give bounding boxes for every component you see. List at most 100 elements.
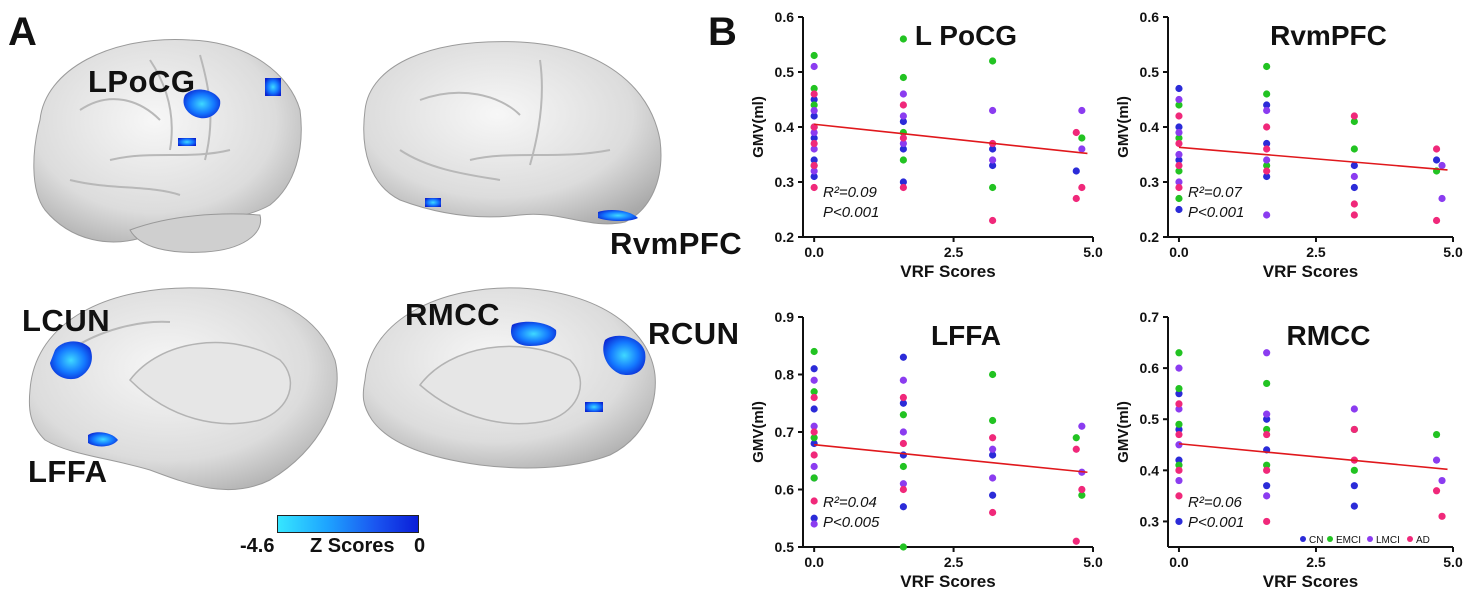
x-axis-label: VRF Scores [1263, 262, 1358, 281]
data-point-lmci [989, 156, 997, 164]
x-tick-label: 0.0 [1169, 554, 1189, 570]
data-point-cn [810, 514, 818, 522]
legend-label-lmci: LMCI [1376, 535, 1400, 546]
data-point-cn [810, 95, 818, 104]
data-point-ad [810, 428, 818, 436]
data-point-ad [1350, 200, 1358, 208]
y-tick-label: 0.3 [1140, 174, 1160, 190]
data-point-lmci [989, 445, 997, 453]
blob-rmcc [510, 321, 557, 346]
data-point-lmci [1438, 161, 1446, 170]
y-tick-label: 0.6 [775, 482, 795, 498]
legend-marker-ad [1407, 536, 1413, 542]
data-point-lmci [1263, 211, 1271, 219]
data-point-emci [1263, 461, 1271, 469]
data-point-emci [810, 434, 818, 442]
data-point-cn [810, 405, 818, 413]
data-point-lmci [1175, 128, 1183, 137]
data-point-cn [989, 161, 997, 170]
data-point-ad [810, 497, 818, 505]
data-point-emci [1175, 420, 1183, 428]
region-label-lcun: LCUN [22, 303, 111, 338]
data-point-ad [1263, 167, 1271, 175]
panel-a-letter: A [8, 10, 37, 54]
colorbar-max-label: 0 [414, 535, 426, 557]
data-point-emci [1263, 62, 1271, 71]
x-tick-label: 5.0 [1443, 244, 1463, 260]
data-point-cn [899, 117, 907, 126]
blob-rcun-2 [585, 402, 603, 412]
y-tick-label: 0.5 [1140, 64, 1160, 80]
data-point-emci [810, 474, 818, 482]
data-point-cn [1263, 101, 1271, 109]
legend-marker-cn [1300, 536, 1306, 542]
r-squared-label: R²=0.04 [823, 494, 877, 511]
x-tick-label: 5.0 [1083, 554, 1103, 570]
data-point-cn [1263, 415, 1271, 423]
y-tick-label: 0.4 [775, 119, 795, 135]
data-point-emci [899, 35, 907, 43]
y-axis-label: GMV(ml) [1115, 96, 1132, 158]
blob-lpocg [183, 89, 221, 119]
data-point-emci [1078, 491, 1086, 499]
data-point-ad [1263, 466, 1271, 474]
data-point-ad [1432, 145, 1441, 153]
data-point-lmci [810, 62, 818, 71]
p-value-label: P<0.001 [823, 204, 879, 221]
regression-line [814, 443, 1088, 474]
x-tick-label: 0.0 [804, 554, 824, 570]
data-point-lmci [899, 480, 907, 488]
y-tick-label: 0.6 [1140, 360, 1160, 376]
data-point-lmci [810, 520, 818, 528]
data-point-lmci [1350, 405, 1358, 413]
data-point-emci [1175, 101, 1183, 109]
regression-line [814, 123, 1088, 155]
colorbar-min-label: -4.6 [240, 535, 275, 557]
p-value-label: P<0.001 [1188, 514, 1244, 531]
y-tick-label: 0.7 [775, 424, 795, 440]
data-point-emci [1175, 461, 1183, 469]
data-point-lmci [1175, 476, 1183, 485]
y-tick-label: 0.5 [775, 539, 795, 555]
data-point-cn [1350, 161, 1358, 170]
data-point-cn [1175, 517, 1183, 526]
data-point-ad [810, 139, 818, 148]
data-point-ad [810, 451, 818, 459]
x-axis-label: VRF Scores [900, 572, 995, 591]
data-point-lmci [1175, 364, 1183, 372]
data-point-ad [899, 485, 907, 494]
data-point-lmci [1263, 349, 1271, 357]
data-point-cn [899, 451, 907, 459]
data-point-lmci [989, 474, 997, 482]
y-tick-label: 0.2 [775, 229, 795, 245]
brain-renderings [28, 39, 662, 491]
y-axis-label: GMV(ml) [1115, 401, 1132, 463]
data-point-emci [1350, 466, 1358, 474]
x-tick-label: 5.0 [1443, 554, 1463, 570]
data-point-cn [989, 451, 997, 459]
data-point-emci [899, 156, 907, 164]
blob-lffa [88, 432, 118, 447]
regression-line [1178, 442, 1448, 471]
x-tick-label: 2.5 [1306, 554, 1326, 570]
data-point-emci [899, 411, 907, 419]
z-score-colorbar [277, 515, 419, 533]
data-point-cn [1175, 84, 1183, 93]
data-point-ad [1175, 139, 1183, 148]
p-value-label: P<0.005 [823, 514, 880, 531]
data-point-emci [1175, 134, 1183, 142]
data-point-ad [1175, 492, 1183, 500]
panel-b-letter: B [708, 10, 737, 54]
data-point-ad [810, 90, 818, 98]
y-tick-label: 0.6 [1140, 9, 1160, 25]
legend-marker-emci [1327, 536, 1333, 542]
data-point-lmci [1078, 422, 1086, 430]
data-point-cn [810, 112, 818, 120]
y-tick-label: 0.3 [1140, 513, 1160, 529]
data-point-lmci [1175, 441, 1183, 449]
data-point-emci [989, 416, 997, 425]
data-point-cn [810, 365, 818, 373]
x-tick-label: 2.5 [944, 244, 964, 260]
brain-left-lateral [33, 39, 302, 253]
data-point-lmci [1175, 150, 1183, 159]
